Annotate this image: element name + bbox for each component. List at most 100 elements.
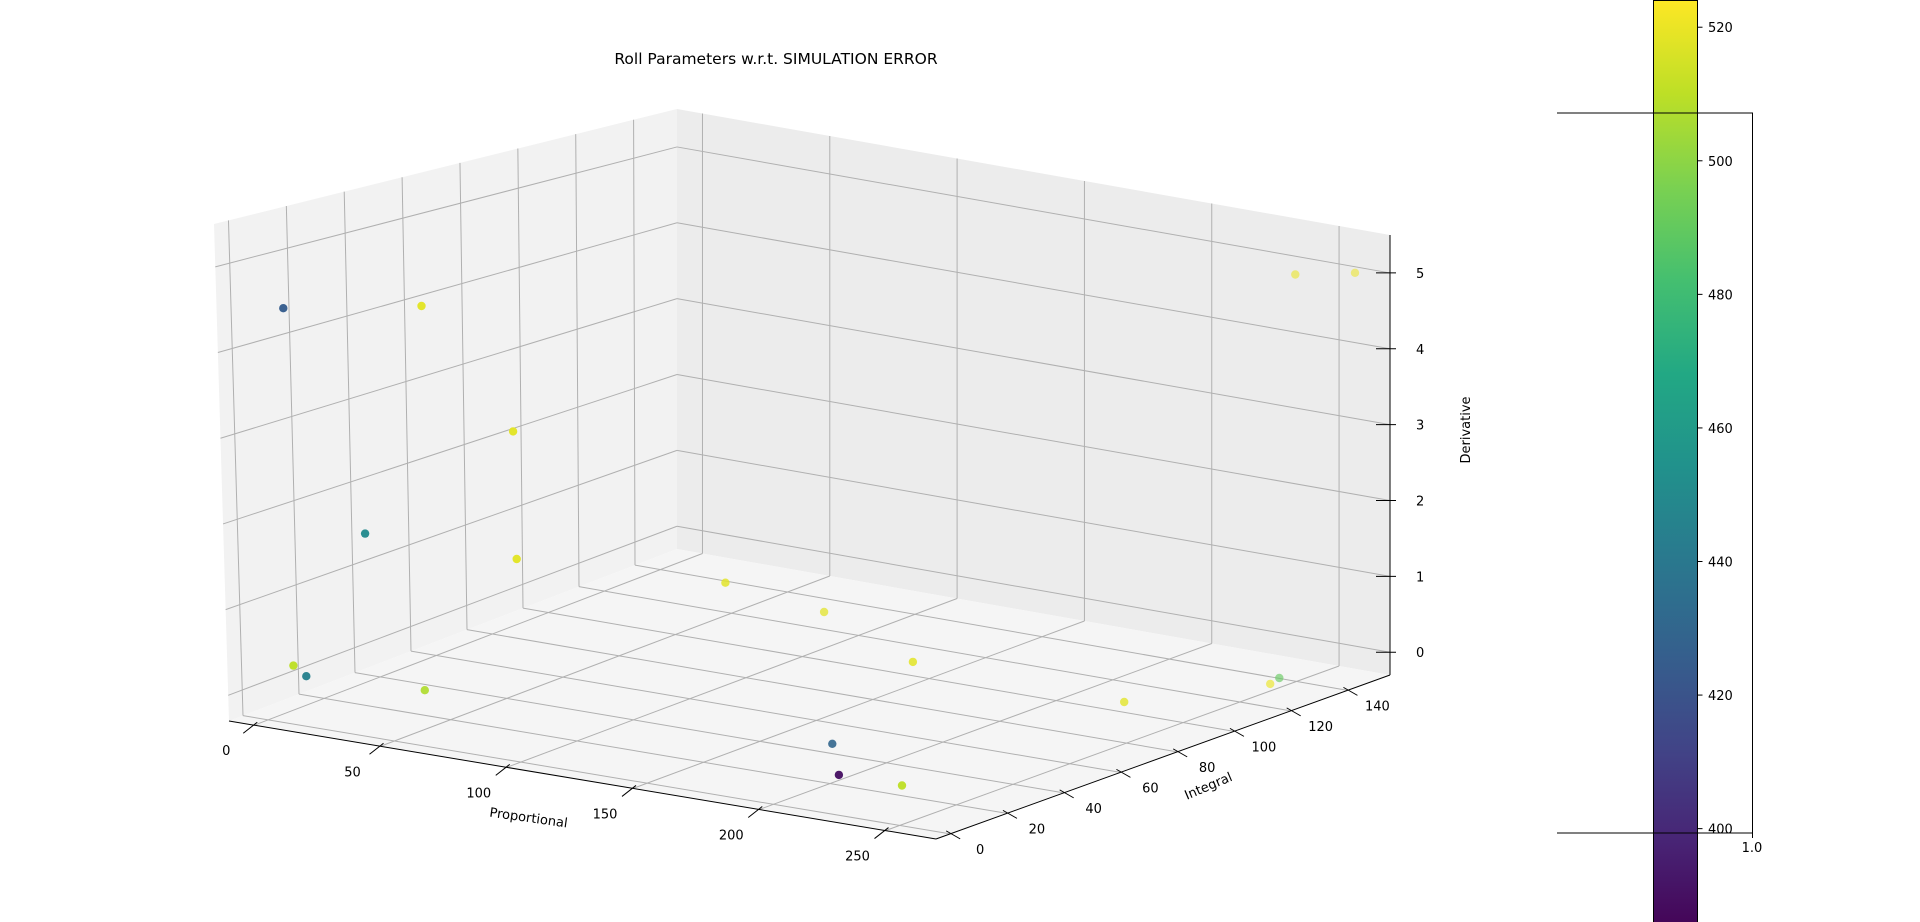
grid-line — [634, 564, 1348, 691]
x-tick-label: 0 — [222, 744, 230, 759]
grid-line — [466, 629, 1178, 753]
grid-line — [506, 598, 958, 768]
colorbar-ticks: 400 420 440 460 480 500 520 — [1697, 21, 1733, 838]
grid-line — [220, 298, 678, 439]
scatter-point — [828, 739, 837, 748]
z-tick-label: 1 — [1416, 570, 1424, 585]
scatter-point — [512, 554, 521, 564]
y-tick-mark — [1286, 707, 1301, 717]
scatter-point — [1266, 679, 1275, 689]
scatter-point — [721, 578, 730, 587]
grid-line — [676, 298, 1391, 426]
colorbar-tick-label: 440 — [1708, 556, 1733, 571]
x-tick-mark — [369, 742, 384, 755]
colorbar-tick-label: 520 — [1708, 21, 1733, 36]
y-tick-mark — [1116, 768, 1131, 778]
y-tick-label: 0 — [976, 843, 984, 858]
scatter-point — [279, 304, 288, 313]
grid-line — [633, 119, 636, 566]
scatter-point — [897, 781, 907, 790]
grid-line — [225, 449, 678, 611]
grid-line — [676, 222, 1391, 350]
scatter-point — [1275, 673, 1284, 683]
z-tick-label: 3 — [1416, 419, 1424, 434]
grid-line — [575, 134, 580, 587]
colorbar-gradient — [1653, 0, 1698, 922]
y-tick-label: 20 — [1029, 822, 1046, 837]
chart-title: Roll Parameters w.r.t. SIMULATION ERROR — [614, 50, 938, 68]
colorbar-tick-label: 480 — [1708, 288, 1733, 303]
y-tick-label: 60 — [1142, 781, 1159, 796]
grid-line — [676, 449, 1391, 577]
axes-grid — [215, 113, 1391, 835]
grid-line — [215, 146, 678, 268]
grid-line — [632, 620, 1085, 789]
grid-line — [676, 525, 1391, 653]
z-tick-label: 0 — [1416, 646, 1424, 661]
pane-left — [214, 109, 677, 721]
axes-lines: 0 50 100 150 200 250 0 20 40 60 80 100 120 140 0 1 2 3 4 5 — [222, 235, 1424, 865]
grid-line — [343, 191, 356, 673]
scatter-point — [289, 661, 298, 670]
y-tick-label: 120 — [1308, 720, 1333, 735]
x-tick-mark — [874, 827, 889, 839]
grid-line — [885, 665, 1340, 832]
colorbar: 400 420 440 460 480 500 520 — [1653, 0, 1733, 922]
scatter-point — [1350, 268, 1360, 277]
grid-line — [227, 220, 244, 716]
z-tick-label: 4 — [1416, 343, 1424, 358]
y-tick-mark — [1172, 748, 1188, 758]
y-axis-line — [935, 674, 1391, 840]
scatter-point — [908, 657, 918, 667]
scatter-points — [279, 268, 1360, 790]
y-tick-label: 140 — [1365, 699, 1390, 714]
y-tick-mark — [1059, 789, 1074, 799]
scatter-point — [834, 770, 844, 780]
scatter-point — [1291, 270, 1300, 279]
colorbar-tick-label: 420 — [1708, 689, 1733, 704]
grid-line — [401, 177, 412, 652]
y-tick-mark — [1002, 809, 1018, 819]
scatter-point — [508, 427, 518, 436]
x-tick-mark — [747, 806, 763, 818]
grid-line — [759, 643, 1212, 810]
z-axis-label: Derivative — [1459, 396, 1474, 463]
grid-line — [522, 607, 1235, 732]
y-tick-label: 100 — [1252, 740, 1277, 755]
x-tick-mark — [621, 785, 637, 797]
scatter-point — [417, 301, 426, 311]
axes-panes — [214, 109, 1390, 839]
y-tick-mark — [945, 830, 961, 840]
grid-line — [222, 374, 678, 525]
scatter-point — [360, 529, 370, 538]
z-tick-label: 5 — [1416, 267, 1424, 282]
grid-line — [217, 222, 678, 354]
grid-line — [228, 525, 678, 696]
x-axis-label: Proportional — [488, 806, 568, 832]
scatter-point — [819, 607, 829, 617]
pane-floor — [229, 549, 1390, 839]
grid-line — [285, 206, 300, 695]
grid-line — [410, 650, 1121, 773]
grid-line — [254, 553, 703, 726]
x-axis-line — [228, 720, 937, 840]
grid-line — [517, 148, 524, 609]
x-tick-mark — [242, 721, 258, 734]
colorbar-tick-label: 460 — [1708, 422, 1733, 437]
grid-line — [578, 586, 1291, 712]
colorbar-tick-label: 500 — [1708, 155, 1733, 170]
y-tick-label: 40 — [1085, 802, 1102, 817]
x-tick-label: 50 — [344, 765, 361, 780]
z-tick-label: 2 — [1416, 495, 1424, 510]
y-tick-label: 80 — [1199, 761, 1216, 776]
grid-line — [676, 146, 1391, 274]
extra-axes-frame: 1.0 — [1557, 112, 1762, 856]
x-tick-label: 100 — [466, 786, 491, 801]
y-tick-mark — [1229, 727, 1245, 737]
y-tick-mark — [1343, 686, 1358, 696]
x-tick-label: 250 — [845, 850, 870, 865]
scatter-point — [420, 686, 429, 695]
grid-line — [298, 693, 1008, 814]
grid-line — [676, 374, 1391, 502]
